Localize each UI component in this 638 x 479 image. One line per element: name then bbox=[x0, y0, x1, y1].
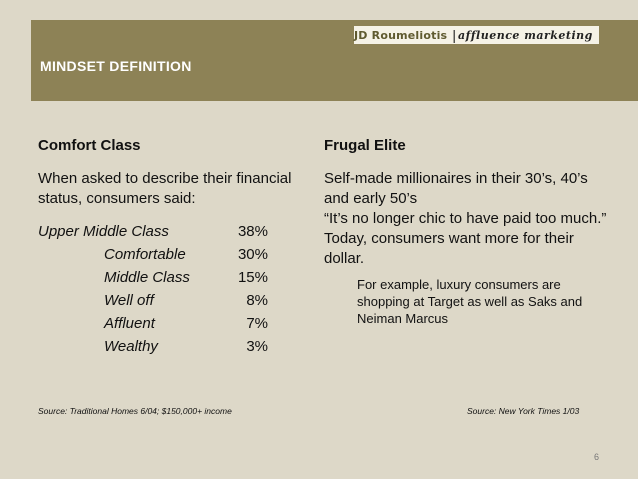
page-number: 6 bbox=[594, 452, 600, 462]
stat-value: 7% bbox=[246, 315, 268, 332]
stat-value: 8% bbox=[246, 292, 268, 309]
stat-label: Comfortable bbox=[104, 246, 186, 263]
stat-label: Middle Class bbox=[104, 269, 190, 286]
brand-name: JD Roumeliotis bbox=[354, 28, 448, 42]
stat-label: Wealthy bbox=[104, 338, 158, 355]
stat-value: 38% bbox=[237, 223, 268, 240]
left-heading: Comfort Class bbox=[38, 137, 141, 154]
stat-row: Upper Middle Class 38% bbox=[38, 220, 268, 243]
stat-row: Wealthy 3% bbox=[38, 335, 268, 358]
stat-row: Comfortable 30% bbox=[38, 243, 268, 266]
stat-value: 15% bbox=[237, 269, 268, 286]
brand-separator: | bbox=[452, 27, 456, 43]
stats-list: Upper Middle Class 38% Comfortable 30% M… bbox=[38, 220, 268, 358]
stat-label: Well off bbox=[104, 292, 154, 309]
left-source: Source: Traditional Homes 6/04; $150,000… bbox=[38, 406, 232, 416]
right-intro-line1: Self-made millionaires in their 30’s, 40… bbox=[324, 170, 588, 207]
right-intro-line2: “It’s no longer chic to have paid too mu… bbox=[324, 210, 607, 267]
stat-row: Middle Class 15% bbox=[38, 266, 268, 289]
right-source: Source: New York Times 1/03 bbox=[467, 406, 580, 416]
left-intro: When asked to describe their financial s… bbox=[38, 170, 292, 207]
stat-label: Upper Middle Class bbox=[38, 223, 169, 240]
stat-value: 30% bbox=[237, 246, 268, 263]
stat-label: Affluent bbox=[104, 315, 155, 332]
stat-value: 3% bbox=[246, 338, 268, 355]
brand-tagline: affluence marketing bbox=[457, 28, 593, 42]
slide-title: MINDSET DEFINITION bbox=[40, 58, 192, 74]
brand-logo: JD Roumeliotis | affluence marketing bbox=[354, 26, 599, 44]
stat-row: Affluent 7% bbox=[38, 312, 268, 335]
right-intro: Self-made millionaires in their 30’s, 40… bbox=[324, 169, 614, 269]
right-heading: Frugal Elite bbox=[324, 137, 406, 154]
right-example: For example, luxury consumers are shoppi… bbox=[357, 277, 583, 326]
stat-row: Well off 8% bbox=[38, 289, 268, 312]
